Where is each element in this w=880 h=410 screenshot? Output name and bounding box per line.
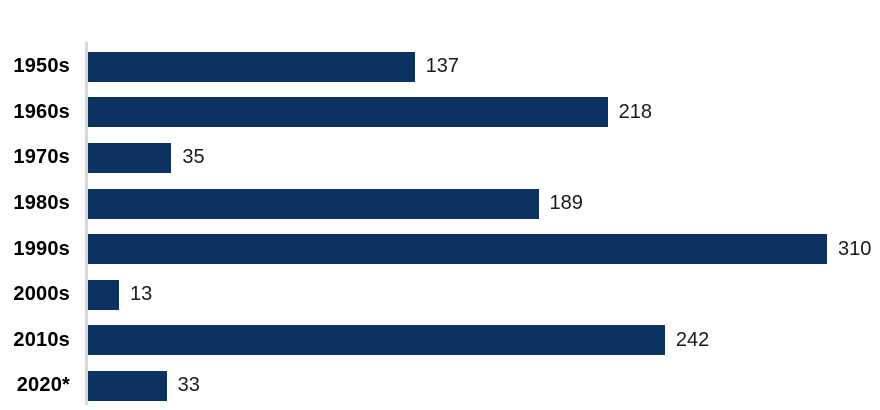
chart-rows: 1950s 137 1960s 218 1970s 35 1980s 189 1990s 310 2… [0, 44, 880, 409]
bar [88, 279, 119, 310]
chart-row: 1950s 137 [0, 44, 880, 90]
chart-row: 1980s 189 [0, 181, 880, 227]
value-label: 218 [618, 100, 653, 123]
category-label: 1990s [13, 237, 70, 260]
category-label: 2000s [13, 283, 70, 306]
value-label: 13 [129, 283, 153, 306]
chart-row: 2000s 13 [0, 272, 880, 318]
chart-row: 1990s 310 [0, 226, 880, 272]
value-label: 35 [182, 146, 205, 169]
category-label: 2010s [13, 328, 70, 351]
chart-row: 1960s 218 [0, 90, 880, 136]
value-label: 242 [675, 328, 710, 351]
bar [88, 97, 608, 128]
bar [88, 51, 415, 82]
bar [88, 188, 539, 219]
value-label: 310 [838, 237, 872, 260]
chart-row: 2020* 33 [0, 363, 880, 409]
bar [88, 234, 827, 265]
bar [88, 142, 172, 173]
value-label: 189 [549, 192, 583, 215]
chart-row: 2010s 242 [0, 318, 880, 364]
category-label: 1960s [13, 100, 70, 123]
category-label: 1970s [13, 146, 70, 169]
bar [88, 370, 167, 401]
chart-row: 1970s 35 [0, 135, 880, 181]
y-axis-line [85, 42, 88, 405]
category-label: 1980s [13, 192, 70, 215]
value-label: 137 [425, 55, 459, 78]
bar [88, 325, 665, 356]
value-label: 33 [177, 374, 200, 397]
category-label: 2020* [16, 374, 70, 397]
category-label: 1950s [13, 55, 70, 78]
